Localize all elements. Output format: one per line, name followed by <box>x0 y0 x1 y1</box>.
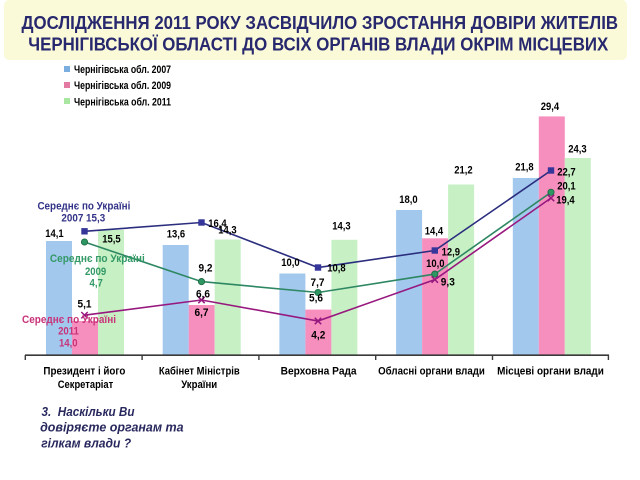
svg-text:16,4: 16,4 <box>208 218 227 230</box>
svg-text:Верховна Рада: Верховна Рада <box>281 366 358 378</box>
svg-text:2009: 2009 <box>85 266 106 278</box>
svg-text:15,5: 15,5 <box>102 234 120 246</box>
svg-text:7,7: 7,7 <box>311 277 325 289</box>
svg-text:10,0: 10,0 <box>281 257 299 269</box>
svg-text:5,1: 5,1 <box>78 299 92 311</box>
svg-text:21,8: 21,8 <box>515 162 533 174</box>
svg-text:14,1: 14,1 <box>45 228 63 240</box>
svg-text:19,4: 19,4 <box>556 195 575 207</box>
svg-text:2011: 2011 <box>58 326 79 338</box>
svg-text:18,0: 18,0 <box>399 194 417 206</box>
svg-text:довіряєте органам та: довіряєте органам та <box>40 419 184 434</box>
svg-text:6,7: 6,7 <box>195 307 209 319</box>
svg-text:20,1: 20,1 <box>557 181 575 193</box>
svg-text:4,7: 4,7 <box>90 278 103 290</box>
svg-text:Місцеві органи влади: Місцеві органи влади <box>497 366 604 378</box>
svg-text:3. Наскільки Ви: 3. Наскільки Ви <box>42 404 135 419</box>
svg-text:14,3: 14,3 <box>332 221 350 233</box>
svg-text:ДОСЛІДЖЕННЯ 2011 РОКУ ЗАСВІДЧИ: ДОСЛІДЖЕННЯ 2011 РОКУ ЗАСВІДЧИЛО ЗРОСТАН… <box>22 12 619 33</box>
svg-text:ЧЕРНІГІВСЬКОЇ ОБЛАСТІ ДО ВСІХ: ЧЕРНІГІВСЬКОЇ ОБЛАСТІ ДО ВСІХ ОРГАНІВ ВЛ… <box>28 34 609 55</box>
svg-text:Середнє по Україні: Середнє по Україні <box>37 200 130 212</box>
svg-text:гілкам влади ?: гілкам влади ? <box>41 435 131 450</box>
svg-text:6,6: 6,6 <box>196 289 210 301</box>
svg-text:29,4: 29,4 <box>541 101 560 113</box>
svg-text:14,0: 14,0 <box>59 338 78 350</box>
svg-text:13,6: 13,6 <box>167 229 185 241</box>
svg-text:Кабінет Міністрів: Кабінет Міністрів <box>159 366 240 378</box>
svg-text:4,2: 4,2 <box>311 330 325 342</box>
svg-text:Середнє по Україні: Середнє по Україні <box>50 253 145 265</box>
svg-text:5,6: 5,6 <box>309 293 323 305</box>
svg-text:10,8: 10,8 <box>327 263 345 275</box>
svg-text:Президент і його: Президент і його <box>43 366 125 378</box>
svg-text:Обласні органи влади: Обласні органи влади <box>378 366 485 378</box>
svg-text:9,2: 9,2 <box>199 263 213 275</box>
svg-text:України: України <box>181 379 217 391</box>
svg-text:12,9: 12,9 <box>442 247 460 259</box>
svg-text:24,3: 24,3 <box>568 144 586 156</box>
svg-text:Чернігівська обл. 2011: Чернігівська обл. 2011 <box>74 96 171 108</box>
svg-text:14,4: 14,4 <box>425 226 444 238</box>
svg-text:10,0: 10,0 <box>426 258 444 270</box>
svg-text:22,7: 22,7 <box>557 167 575 179</box>
svg-text:9,3: 9,3 <box>441 277 455 289</box>
svg-text:Чернігівська обл. 2007: Чернігівська обл. 2007 <box>74 64 171 76</box>
svg-text:Секретаріат: Секретаріат <box>58 379 114 391</box>
svg-text:21,2: 21,2 <box>454 165 472 177</box>
svg-text:Середнє по Україні: Середнє по Україні <box>22 314 116 326</box>
svg-text:2007 15,3: 2007 15,3 <box>61 212 105 224</box>
svg-text:Чернігівська обл. 2009: Чернігівська обл. 2009 <box>74 80 171 92</box>
svg-text:14,3: 14,3 <box>218 225 236 237</box>
